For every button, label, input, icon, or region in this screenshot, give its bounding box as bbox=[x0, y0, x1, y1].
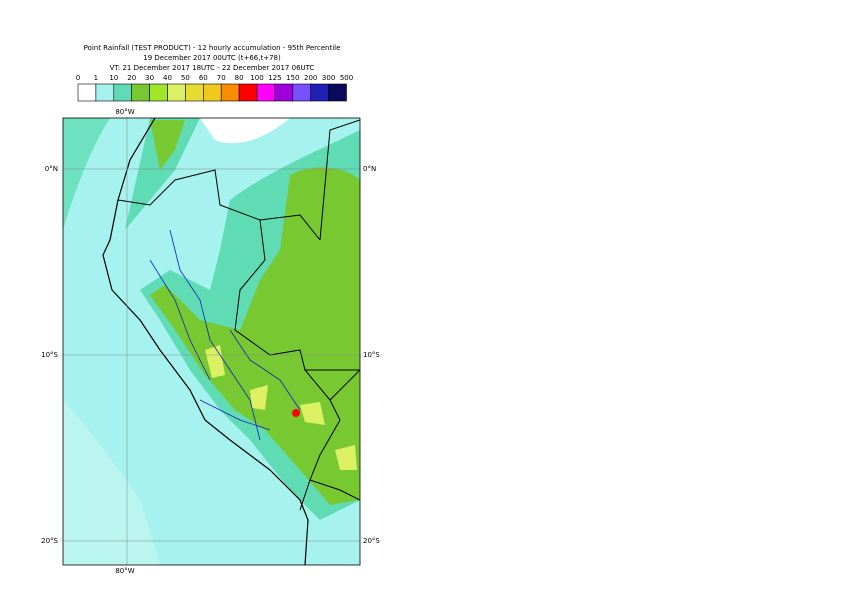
legend-label: 150 bbox=[286, 74, 299, 82]
legend: 0 1 10 20 30 40 50 60 70 80 100 125 150 200 300 500 bbox=[76, 74, 353, 102]
ocean-patch bbox=[63, 400, 160, 565]
legend-label: 500 bbox=[340, 74, 353, 82]
title: Point Rainfall (TEST PRODUCT) - 12 hourl… bbox=[84, 44, 341, 52]
borders bbox=[117, 119, 360, 511]
legend-label: 125 bbox=[268, 74, 281, 82]
rain-area bbox=[205, 345, 357, 470]
legend-label: 50 bbox=[181, 74, 190, 82]
legend-swatch bbox=[77, 83, 97, 102]
lat-label: 0°N bbox=[45, 165, 58, 173]
lat-label: 10°S bbox=[363, 351, 380, 359]
dry-patch bbox=[200, 118, 290, 144]
coastline bbox=[102, 118, 309, 565]
lat-label: 0°N bbox=[363, 165, 376, 173]
lat-label: 20°S bbox=[41, 537, 58, 545]
lat-label: 20°S bbox=[363, 537, 380, 545]
legend-swatch bbox=[256, 83, 276, 102]
legend-label: 200 bbox=[304, 74, 317, 82]
legend-label: 10 bbox=[109, 74, 118, 82]
legend-swatch bbox=[274, 83, 294, 102]
legend-swatch bbox=[185, 83, 204, 102]
legend-swatch bbox=[131, 83, 150, 102]
legend-swatch bbox=[113, 83, 133, 102]
lat-label: 10°S bbox=[41, 351, 58, 359]
legend-swatch bbox=[95, 83, 115, 102]
lon-label: 80°W bbox=[115, 108, 134, 116]
legend-label: 70 bbox=[217, 74, 226, 82]
legend-swatch bbox=[238, 83, 258, 102]
legend-label: 60 bbox=[199, 74, 208, 82]
map bbox=[63, 118, 360, 565]
legend-swatch bbox=[328, 83, 347, 102]
legend-swatch bbox=[149, 83, 168, 102]
legend-label: 20 bbox=[127, 74, 136, 82]
valid-time: VT: 21 December 2017 18UTC - 22 December… bbox=[110, 64, 315, 72]
rivers bbox=[149, 229, 301, 441]
subtitle: 19 December 2017 00UTC (t+66,t+78) bbox=[143, 54, 281, 62]
legend-label: 40 bbox=[163, 74, 172, 82]
map-frame bbox=[62, 117, 361, 566]
rain-max bbox=[292, 409, 300, 417]
legend-label: 30 bbox=[145, 74, 154, 82]
rain-area bbox=[125, 118, 200, 230]
legend-swatch bbox=[292, 83, 311, 102]
legend-swatch bbox=[167, 83, 186, 102]
legend-label: 0 bbox=[76, 74, 80, 82]
legend-label: 100 bbox=[250, 74, 263, 82]
legend-swatch bbox=[220, 83, 240, 102]
legend-label: 80 bbox=[235, 74, 244, 82]
legend-swatch bbox=[310, 83, 329, 102]
rain-area bbox=[150, 120, 185, 170]
legend-label: 300 bbox=[322, 74, 335, 82]
ocean-rain bbox=[63, 118, 110, 230]
legend-swatch bbox=[203, 83, 222, 102]
lon-label: 80°W bbox=[115, 567, 134, 575]
legend-label: 1 bbox=[94, 74, 98, 82]
